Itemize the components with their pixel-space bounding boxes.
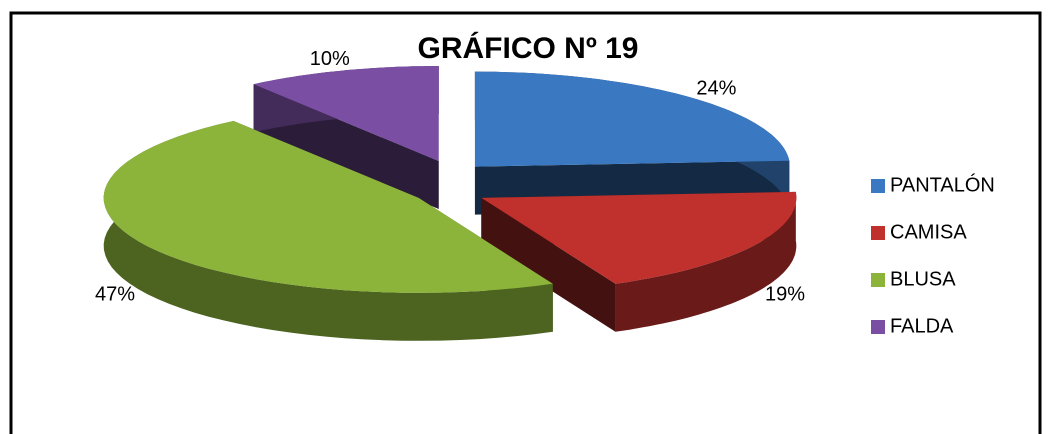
- slice: [481, 191, 797, 284]
- frame: [9, 11, 1042, 434]
- data-label: 47%: [95, 283, 135, 305]
- slice: [253, 66, 439, 162]
- legend-swatch: [871, 179, 885, 193]
- legend-label: BLUSA: [890, 268, 956, 290]
- slice-wall: [103, 121, 553, 341]
- slice: [474, 71, 790, 167]
- chart-title: GRÁFICO Nº 19: [418, 31, 639, 65]
- slice-wall: [615, 191, 797, 332]
- data-label: 24%: [696, 77, 736, 99]
- legend-label: PANTALÓN: [890, 173, 995, 196]
- slice-side: [481, 197, 616, 332]
- data-label: 19%: [765, 283, 805, 305]
- legend-label: FALDA: [890, 315, 954, 337]
- slice: [103, 121, 553, 293]
- legend-swatch: [871, 226, 885, 240]
- data-label: 10%: [310, 48, 350, 70]
- legend-swatch: [871, 273, 885, 287]
- legend-swatch: [871, 320, 885, 334]
- legend-label: CAMISA: [890, 221, 967, 243]
